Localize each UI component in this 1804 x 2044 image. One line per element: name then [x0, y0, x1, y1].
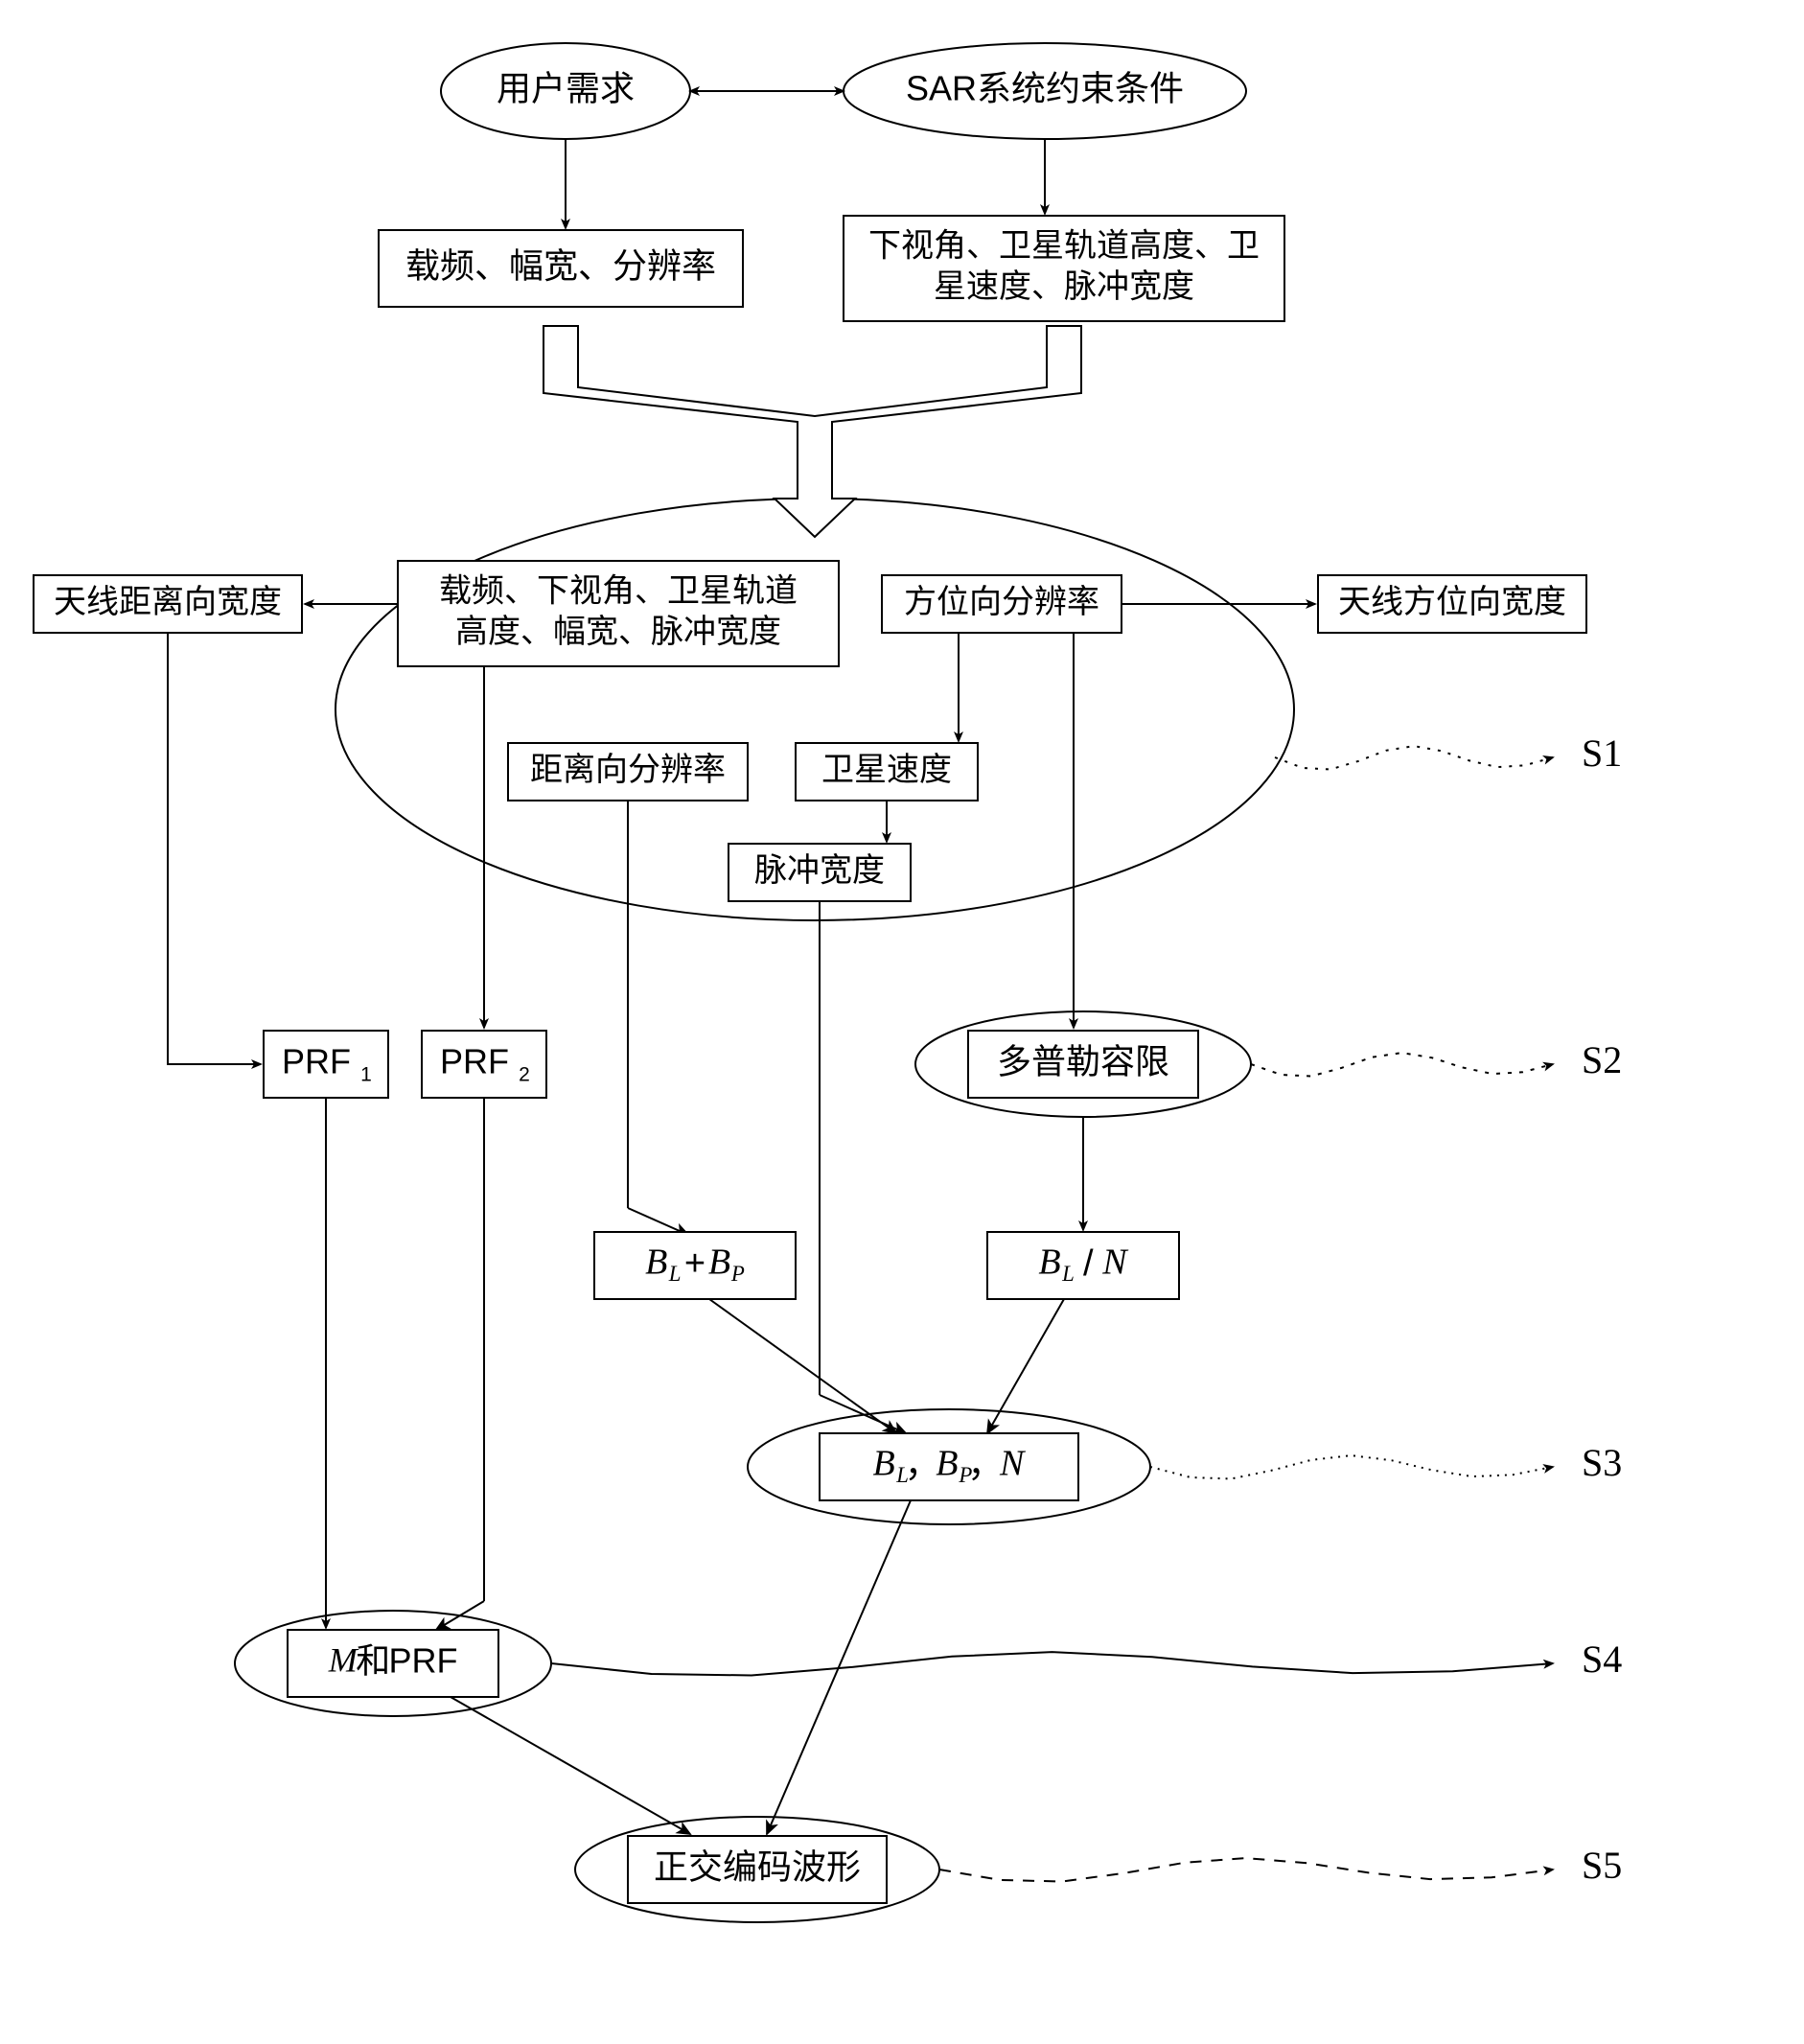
svg-text:B: B	[708, 1243, 730, 1283]
user_req: 用户需求	[497, 69, 635, 108]
c_pulse_w-line0: 脉冲宽度	[754, 852, 885, 889]
step-S2: S2	[1582, 1038, 1622, 1081]
step-S1: S1	[1582, 732, 1622, 775]
svg-text:L: L	[1061, 1262, 1075, 1286]
svg-text:P: P	[730, 1262, 745, 1286]
dopp-line0: 多普勒容限	[997, 1042, 1169, 1081]
svg-text:PRF: PRF	[282, 1042, 351, 1081]
svg-text:2: 2	[519, 1064, 530, 1086]
svg-text:+: +	[684, 1243, 705, 1284]
svg-text:PRF: PRF	[389, 1641, 458, 1681]
p_right-line1: 星速度、脉冲宽度	[934, 268, 1194, 305]
c_main-line0: 载频、下视角、卫星轨道	[439, 573, 798, 610]
c_rg_res-line0: 距离向分辨率	[530, 752, 726, 788]
svg-text:B: B	[1038, 1243, 1060, 1283]
svg-text:/: /	[1083, 1243, 1094, 1284]
c_sat_vel-line0: 卫星速度	[821, 752, 952, 788]
p_left-line0: 载频、幅宽、分辨率	[405, 246, 716, 286]
svg-text:L: L	[668, 1262, 682, 1286]
svg-text:B: B	[645, 1243, 667, 1283]
svg-text:M: M	[328, 1640, 359, 1679]
ant_range-line0: 天线距离向宽度	[54, 584, 282, 620]
svg-text:，: ，	[967, 1445, 1004, 1485]
step-S3: S3	[1582, 1441, 1622, 1484]
svg-text:N: N	[1101, 1243, 1129, 1283]
step-S5: S5	[1582, 1844, 1622, 1887]
ant_azimuth-line0: 天线方位向宽度	[1338, 584, 1566, 620]
svg-text:N: N	[999, 1444, 1027, 1484]
svg-text:B: B	[936, 1444, 958, 1484]
svg-text:PRF: PRF	[440, 1042, 509, 1081]
c_az_res-line0: 方位向分辨率	[904, 584, 1099, 620]
c_main-line1: 高度、幅宽、脉冲宽度	[455, 614, 781, 650]
ortho-line0: 正交编码波形	[654, 1847, 861, 1887]
svg-text:1: 1	[360, 1064, 372, 1086]
svg-text:和: 和	[356, 1641, 390, 1681]
p_right-line0: 下视角、卫星轨道高度、卫	[868, 228, 1260, 265]
svg-text:B: B	[873, 1444, 895, 1484]
sar_cons: SAR系统约束条件	[906, 69, 1184, 108]
step-S4: S4	[1582, 1638, 1622, 1681]
